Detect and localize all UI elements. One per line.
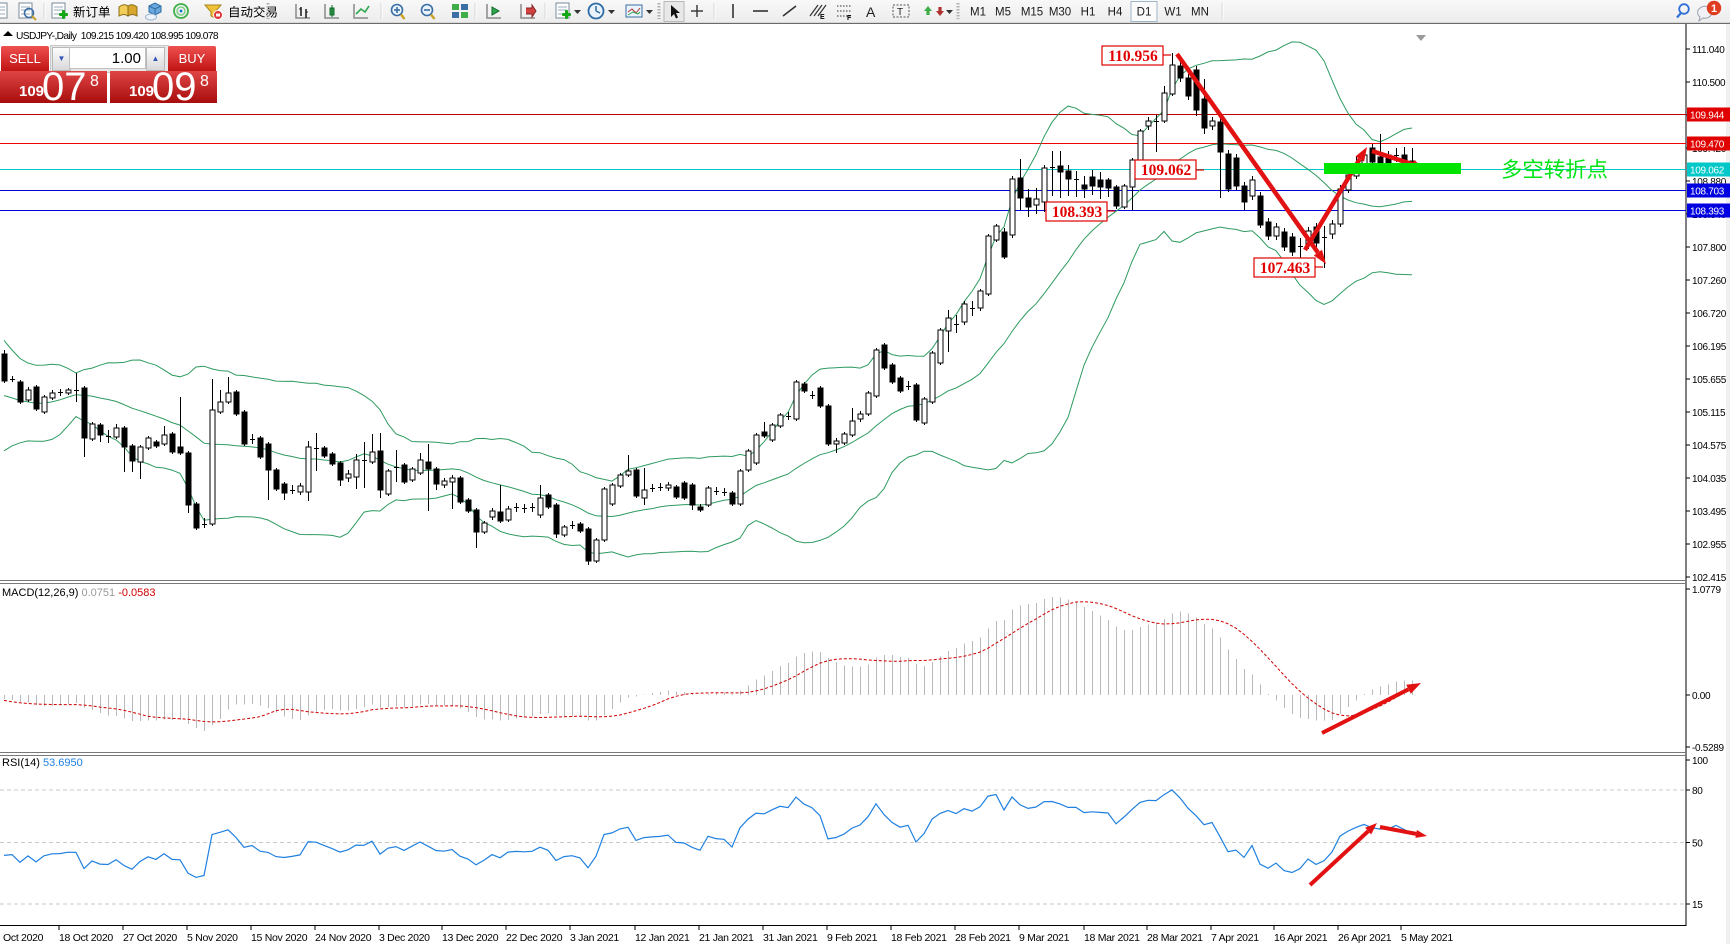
svg-text:18 Mar 2021: 18 Mar 2021	[1084, 932, 1140, 944]
svg-text:1.0779: 1.0779	[1692, 585, 1722, 596]
svg-text:F: F	[847, 15, 852, 22]
svg-text:106.720: 106.720	[1692, 309, 1727, 320]
svg-text:3 Jan 2021: 3 Jan 2021	[570, 932, 619, 944]
svg-text:15: 15	[1692, 900, 1703, 911]
svg-text:MN: MN	[1191, 7, 1209, 19]
svg-text:13 Dec 2020: 13 Dec 2020	[442, 932, 499, 944]
svg-text:18 Feb 2021: 18 Feb 2021	[891, 932, 947, 944]
svg-text:102.955: 102.955	[1692, 540, 1727, 551]
svg-text:104.035: 104.035	[1692, 474, 1727, 485]
svg-text:28 Mar 2021: 28 Mar 2021	[1147, 932, 1203, 944]
svg-text:108.393: 108.393	[1052, 204, 1103, 221]
svg-text:D1: D1	[1137, 7, 1152, 19]
svg-text:E: E	[820, 14, 825, 21]
svg-text:T: T	[897, 7, 903, 18]
svg-text:12 Jan 2021: 12 Jan 2021	[635, 932, 690, 944]
svg-text:MACD(12,26,9) 0.0751 -0.0583: MACD(12,26,9) 0.0751 -0.0583	[2, 587, 156, 599]
svg-text:9 Feb 2021: 9 Feb 2021	[827, 932, 878, 944]
svg-text:15 Nov 2020: 15 Nov 2020	[251, 932, 308, 944]
svg-text:Oct 2020: Oct 2020	[3, 932, 44, 944]
svg-text:102.415: 102.415	[1692, 573, 1727, 584]
svg-text:103.495: 103.495	[1692, 507, 1727, 518]
svg-text:108.703: 108.703	[1690, 187, 1725, 198]
svg-text:26 Apr 2021: 26 Apr 2021	[1338, 932, 1392, 944]
svg-text:7 Apr 2021: 7 Apr 2021	[1211, 932, 1259, 944]
svg-text:RSI(14) 53.6950: RSI(14) 53.6950	[2, 757, 83, 769]
svg-text:107.800: 107.800	[1692, 243, 1727, 254]
svg-text:111.040: 111.040	[1692, 45, 1725, 56]
svg-text:80: 80	[1692, 786, 1703, 797]
svg-text:M30: M30	[1049, 7, 1071, 19]
svg-text:110.500: 110.500	[1692, 78, 1726, 89]
svg-text:27 Oct 2020: 27 Oct 2020	[123, 932, 177, 944]
svg-text:109.944: 109.944	[1690, 111, 1725, 122]
svg-text:109.062: 109.062	[1141, 162, 1192, 179]
svg-text:50: 50	[1692, 839, 1703, 850]
svg-text:105.115: 105.115	[1692, 408, 1726, 419]
svg-text:A: A	[866, 4, 876, 20]
svg-text:28 Feb 2021: 28 Feb 2021	[955, 932, 1011, 944]
svg-text:108.393: 108.393	[1690, 207, 1725, 218]
svg-text:106.195: 106.195	[1692, 342, 1727, 353]
svg-text:110.956: 110.956	[1108, 48, 1158, 65]
svg-text:104.575: 104.575	[1692, 441, 1727, 452]
svg-text:109.062: 109.062	[1690, 166, 1725, 177]
svg-text:M15: M15	[1021, 7, 1043, 19]
svg-text:22 Dec 2020: 22 Dec 2020	[506, 932, 563, 944]
svg-text:108.880: 108.880	[1692, 177, 1727, 188]
svg-text:109.470: 109.470	[1690, 140, 1725, 151]
svg-text:5 May 2021: 5 May 2021	[1401, 932, 1453, 944]
svg-text:0.00: 0.00	[1692, 691, 1711, 702]
svg-text:105.655: 105.655	[1692, 375, 1727, 386]
svg-text:21 Jan 2021: 21 Jan 2021	[699, 932, 754, 944]
svg-text:M1: M1	[970, 7, 986, 19]
svg-text:9 Mar 2021: 9 Mar 2021	[1019, 932, 1070, 944]
svg-text:24 Nov 2020: 24 Nov 2020	[315, 932, 372, 944]
svg-text:16 Apr 2021: 16 Apr 2021	[1274, 932, 1328, 944]
svg-text:107.463: 107.463	[1260, 260, 1311, 277]
svg-text:100: 100	[1692, 756, 1709, 767]
svg-text:5 Nov 2020: 5 Nov 2020	[187, 932, 238, 944]
svg-text:3 Dec 2020: 3 Dec 2020	[379, 932, 430, 944]
svg-text:W1: W1	[1164, 7, 1181, 19]
svg-text:31 Jan 2021: 31 Jan 2021	[763, 932, 818, 944]
svg-text:USDJPY-,Daily 109.215 109.420: USDJPY-,Daily 109.215 109.420 108.995 10…	[16, 31, 219, 42]
svg-text:1: 1	[1711, 3, 1717, 15]
svg-text:107.260: 107.260	[1692, 276, 1727, 287]
svg-text:-0.5289: -0.5289	[1692, 743, 1725, 754]
svg-text:H1: H1	[1081, 7, 1096, 19]
svg-text:18 Oct 2020: 18 Oct 2020	[59, 932, 113, 944]
svg-text:M5: M5	[995, 7, 1011, 19]
svg-text:H4: H4	[1108, 7, 1123, 19]
